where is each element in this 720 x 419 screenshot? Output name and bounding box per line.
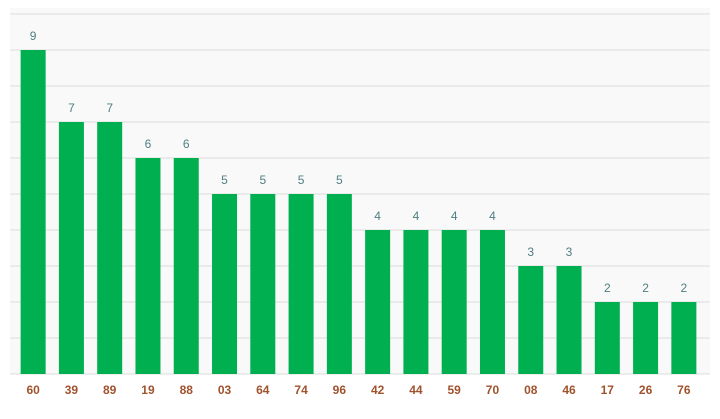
bar [633,302,659,374]
value-label: 3 [566,245,573,259]
bar [288,194,314,374]
value-label: 5 [336,173,343,187]
x-tick-label: 42 [371,383,385,397]
bar [250,194,276,374]
x-tick-label: 39 [65,383,79,397]
value-label: 2 [604,281,611,295]
bar [20,50,46,374]
bar [403,230,429,374]
bar [365,230,391,374]
value-label: 4 [489,209,496,223]
bar [671,302,697,374]
value-label: 5 [298,173,305,187]
value-label: 6 [145,137,152,151]
value-label: 2 [642,281,649,295]
x-tick-label: 76 [677,383,691,397]
value-label: 5 [221,173,228,187]
bar [326,194,352,374]
x-tick-label: 70 [486,383,500,397]
x-tick-label: 88 [180,383,194,397]
x-tick-label: 08 [524,383,538,397]
value-label: 6 [183,137,190,151]
value-label: 7 [106,101,113,115]
x-tick-label: 19 [141,383,155,397]
x-tick-label: 03 [218,383,232,397]
plot-background [10,8,710,374]
x-tick-label: 89 [103,383,117,397]
x-tick-label: 96 [333,383,347,397]
value-label: 4 [374,209,381,223]
bar [479,230,505,374]
bar [97,122,123,374]
value-label: 4 [451,209,458,223]
x-tick-label: 46 [562,383,576,397]
bar [518,266,544,374]
bar [58,122,84,374]
x-tick-label: 26 [639,383,653,397]
x-tick-label: 59 [448,383,462,397]
bar [212,194,238,374]
bar [594,302,620,374]
value-label: 2 [681,281,688,295]
x-tick-label: 44 [409,383,423,397]
value-label: 9 [30,29,37,43]
x-tick-label: 74 [294,383,308,397]
x-tick-label: 64 [256,383,270,397]
value-label: 4 [413,209,420,223]
x-tick-label: 60 [26,383,40,397]
bar [135,158,161,374]
bar [173,158,199,374]
value-label: 7 [68,101,75,115]
bar [556,266,582,374]
value-label: 5 [259,173,266,187]
value-label: 3 [527,245,534,259]
x-tick-label: 17 [601,383,615,397]
bar [441,230,467,374]
